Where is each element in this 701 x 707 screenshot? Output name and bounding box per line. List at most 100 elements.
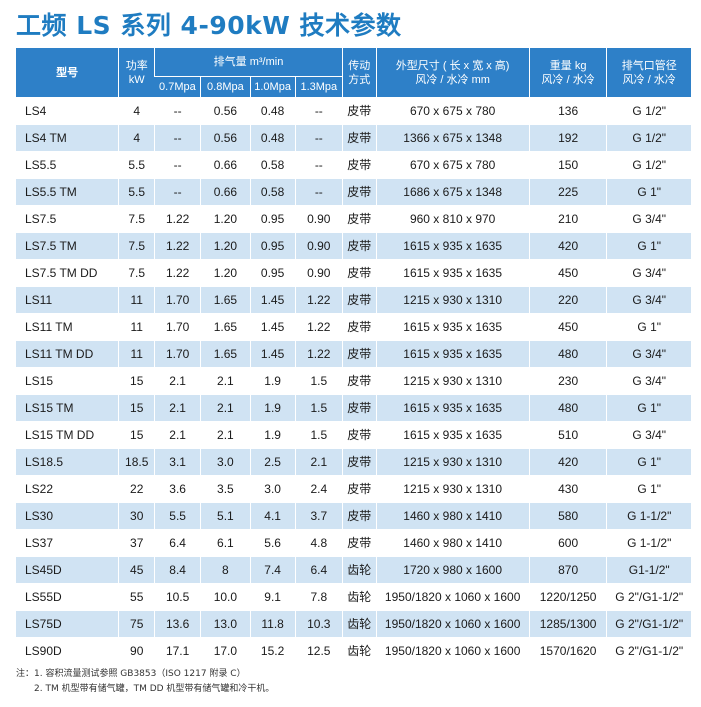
cell-outlet: G 1-1/2" bbox=[606, 529, 691, 557]
cell-power: 11 bbox=[118, 286, 155, 314]
table-row: LS22 22 3.6 3.5 3.0 2.4 皮带 1215 x 930 x 1310 430… bbox=[16, 475, 691, 503]
table-row: LS30 30 5.5 5.1 4.1 3.7 皮带 1460 x 980 x 1410 580… bbox=[16, 502, 691, 530]
cell-dimensions: 1615 x 935 x 1635 bbox=[375, 313, 530, 341]
cell-power: 45 bbox=[118, 556, 155, 584]
cell-outlet: G1-1/2" bbox=[606, 556, 691, 584]
cell-flow-0-8: 5.1 bbox=[200, 502, 251, 530]
cell-weight: 510 bbox=[528, 421, 607, 449]
table-row: LS11 11 1.70 1.65 1.45 1.22 皮带 1215 x 930 x 131… bbox=[16, 286, 691, 314]
cell-flow-1-3: -- bbox=[294, 151, 343, 179]
cell-flow-1-0: 0.95 bbox=[249, 259, 296, 287]
cell-dimensions: 1615 x 935 x 1635 bbox=[375, 259, 530, 287]
cell-model: LS4 TM bbox=[16, 124, 119, 152]
cell-dimensions: 670 x 675 x 780 bbox=[375, 151, 530, 179]
table-row: LS7.5 TM DD 7.5 1.22 1.20 0.95 0.90 皮带 1615 x 9… bbox=[16, 259, 691, 287]
cell-flow-1-0: 3.0 bbox=[249, 475, 296, 503]
table-row: LS18.5 18.5 3.1 3.0 2.5 2.1 皮带 1215 x 930 x 131… bbox=[16, 448, 691, 476]
cell-model: LS11 bbox=[16, 286, 119, 314]
spec-table: 型号 功率 kW 排气量 m³/min 传动 方式 外型尺寸 ( 长 x 宽 x… bbox=[16, 48, 691, 664]
cell-flow-1-3: 1.22 bbox=[294, 286, 343, 314]
cell-model: LS15 bbox=[16, 367, 119, 395]
cell-dimensions: 1950/1820 x 1060 x 1600 bbox=[375, 610, 530, 638]
cell-flow-1-3: 10.3 bbox=[294, 610, 343, 638]
cell-flow-0-8: 2.1 bbox=[200, 394, 251, 422]
cell-flow-0-8: 1.20 bbox=[200, 232, 251, 260]
cell-power: 55 bbox=[118, 583, 155, 611]
cell-model: LS11 TM DD bbox=[16, 340, 119, 368]
cell-flow-0-8: 2.1 bbox=[200, 367, 251, 395]
cell-power: 75 bbox=[118, 610, 155, 638]
cell-weight: 480 bbox=[528, 394, 607, 422]
cell-flow-1-0: 0.95 bbox=[249, 205, 296, 233]
cell-weight: 220 bbox=[528, 286, 607, 314]
cell-power: 15 bbox=[118, 394, 155, 422]
table-row: LS4 4 -- 0.56 0.48 -- 皮带 670 x 675 x 780 136 G 1/… bbox=[16, 97, 691, 125]
header-flow: 排气量 m³/min bbox=[154, 48, 343, 77]
cell-weight: 1285/1300 bbox=[528, 610, 607, 638]
cell-outlet: G 1/2" bbox=[606, 151, 691, 179]
cell-dimensions: 1460 x 980 x 1410 bbox=[375, 502, 530, 530]
cell-flow-1-0: 1.9 bbox=[249, 421, 296, 449]
table-row: LS7.5 TM 7.5 1.22 1.20 0.95 0.90 皮带 1615 x 935 … bbox=[16, 232, 691, 260]
cell-weight: 870 bbox=[528, 556, 607, 584]
cell-flow-0-7: 10.5 bbox=[154, 583, 201, 611]
cell-dimensions: 1950/1820 x 1060 x 1600 bbox=[375, 637, 530, 664]
cell-power: 4 bbox=[118, 124, 155, 152]
cell-flow-0-8: 6.1 bbox=[200, 529, 251, 557]
cell-flow-1-0: 1.9 bbox=[249, 394, 296, 422]
cell-power: 7.5 bbox=[118, 232, 155, 260]
cell-flow-0-7: -- bbox=[154, 178, 201, 206]
table-row: LS7.5 7.5 1.22 1.20 0.95 0.90 皮带 960 x 810 x 97… bbox=[16, 205, 691, 233]
cell-flow-0-7: 6.4 bbox=[154, 529, 201, 557]
cell-flow-0-7: 8.4 bbox=[154, 556, 201, 584]
header-weight-line1: 重量 kg bbox=[549, 59, 587, 72]
cell-outlet: G 1/2" bbox=[606, 97, 691, 125]
cell-flow-0-7: 17.1 bbox=[154, 637, 201, 664]
cell-flow-0-7: 1.70 bbox=[154, 340, 201, 368]
cell-flow-0-8: 3.5 bbox=[200, 475, 251, 503]
cell-drive: 皮带 bbox=[341, 313, 377, 341]
cell-flow-0-7: 2.1 bbox=[154, 394, 201, 422]
cell-weight: 136 bbox=[528, 97, 607, 125]
cell-flow-1-3: 0.90 bbox=[294, 232, 343, 260]
cell-power: 7.5 bbox=[118, 205, 155, 233]
cell-dimensions: 1460 x 980 x 1410 bbox=[375, 529, 530, 557]
header-drive: 传动 方式 bbox=[341, 48, 377, 98]
cell-flow-1-3: 0.90 bbox=[294, 259, 343, 287]
cell-model: LS5.5 TM bbox=[16, 178, 119, 206]
header-weight: 重量 kg 风冷 / 水冷 bbox=[528, 48, 607, 98]
cell-flow-1-3: 0.90 bbox=[294, 205, 343, 233]
cell-flow-1-0: 0.48 bbox=[249, 97, 296, 125]
cell-flow-1-0: 0.58 bbox=[249, 178, 296, 206]
cell-drive: 皮带 bbox=[341, 178, 377, 206]
table-row: LS75D 75 13.6 13.0 11.8 10.3 齿轮 1950/1820 x 106… bbox=[16, 610, 691, 638]
cell-flow-0-8: 1.65 bbox=[200, 286, 251, 314]
cell-flow-0-7: 1.70 bbox=[154, 313, 201, 341]
cell-flow-1-3: -- bbox=[294, 124, 343, 152]
cell-drive: 皮带 bbox=[341, 475, 377, 503]
cell-drive: 皮带 bbox=[341, 394, 377, 422]
cell-flow-0-7: 5.5 bbox=[154, 502, 201, 530]
cell-dimensions: 1615 x 935 x 1635 bbox=[375, 340, 530, 368]
cell-drive: 齿轮 bbox=[341, 556, 377, 584]
cell-drive: 皮带 bbox=[341, 340, 377, 368]
cell-flow-0-7: -- bbox=[154, 151, 201, 179]
cell-drive: 皮带 bbox=[341, 367, 377, 395]
header-pressure-1-0: 1.0Mpa bbox=[249, 76, 296, 98]
footnotes: 注：1. 容积流量测试参照 GB3853（ISO 1217 附录 C） 2. T… bbox=[16, 667, 274, 697]
cell-outlet: G 1" bbox=[606, 448, 691, 476]
cell-flow-1-0: 1.9 bbox=[249, 367, 296, 395]
cell-flow-1-3: 2.1 bbox=[294, 448, 343, 476]
cell-flow-0-7: 2.1 bbox=[154, 367, 201, 395]
cell-drive: 齿轮 bbox=[341, 637, 377, 664]
cell-outlet: G 3/4" bbox=[606, 205, 691, 233]
cell-outlet: G 1" bbox=[606, 394, 691, 422]
cell-model: LS7.5 TM DD bbox=[16, 259, 119, 287]
cell-outlet: G 3/4" bbox=[606, 259, 691, 287]
cell-flow-1-3: 1.5 bbox=[294, 421, 343, 449]
cell-power: 18.5 bbox=[118, 448, 155, 476]
header-pressure-0-7: 0.7Mpa bbox=[154, 76, 201, 98]
cell-outlet: G 2"/G1-1/2" bbox=[606, 610, 691, 638]
cell-weight: 600 bbox=[528, 529, 607, 557]
cell-weight: 1570/1620 bbox=[528, 637, 607, 664]
